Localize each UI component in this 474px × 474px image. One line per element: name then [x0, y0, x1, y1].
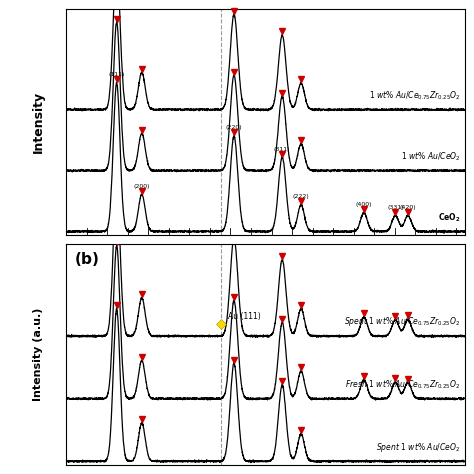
Text: (400): (400)	[356, 202, 372, 207]
Text: $\mathit{1\ wt\%\ Au/CeO_2}$: $\mathit{1\ wt\%\ Au/CeO_2}$	[401, 151, 461, 163]
Text: $\mathit{1\ wt\%\ Au/Ce_{0.75}Zr_{0.25}O_2}$: $\mathit{1\ wt\%\ Au/Ce_{0.75}Zr_{0.25}O…	[369, 90, 461, 102]
Text: $\mathbf{CeO_2}$: $\mathbf{CeO_2}$	[438, 211, 461, 224]
Text: Intensity (a.u.): Intensity (a.u.)	[34, 308, 44, 401]
Text: $\mathbf{(b)}$: $\mathbf{(b)}$	[74, 250, 100, 268]
Text: $\mathit{Spent\ 1\ wt\%\ Au/Ce_{0.75}Zr_{0.25}O_2}$: $\mathit{Spent\ 1\ wt\%\ Au/Ce_{0.75}Zr_…	[344, 316, 461, 328]
Text: (420): (420)	[400, 204, 416, 210]
Text: (200): (200)	[134, 184, 150, 189]
Text: (222): (222)	[292, 194, 310, 199]
Text: (331): (331)	[387, 205, 404, 210]
Text: $\mathit{Fresh\ 1\ wt\%\ Au/Ce_{0.75}Zr_{0.25}O_2}$: $\mathit{Fresh\ 1\ wt\%\ Au/Ce_{0.75}Zr_…	[346, 379, 461, 391]
Text: Intensity: Intensity	[32, 91, 45, 153]
Text: Au (111): Au (111)	[228, 312, 261, 321]
Text: (220): (220)	[226, 126, 242, 130]
Text: $\mathit{Spent\ 1\ wt\%\ Au/CeO_2}$: $\mathit{Spent\ 1\ wt\%\ Au/CeO_2}$	[376, 441, 461, 454]
Text: (111): (111)	[109, 72, 125, 77]
Text: (311): (311)	[274, 146, 291, 152]
